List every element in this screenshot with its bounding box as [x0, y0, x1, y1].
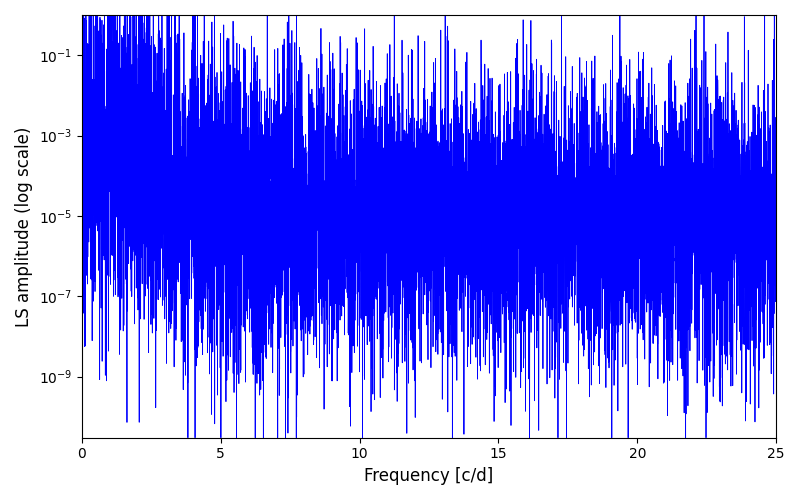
Y-axis label: LS amplitude (log scale): LS amplitude (log scale)	[15, 126, 33, 326]
X-axis label: Frequency [c/d]: Frequency [c/d]	[364, 467, 494, 485]
